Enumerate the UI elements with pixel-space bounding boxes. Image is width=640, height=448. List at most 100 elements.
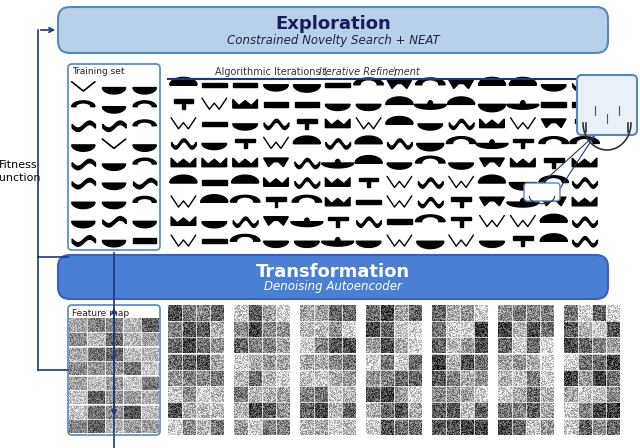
Polygon shape [102, 183, 125, 190]
FancyBboxPatch shape [68, 305, 160, 435]
Polygon shape [479, 119, 504, 128]
Polygon shape [173, 99, 193, 103]
Polygon shape [356, 241, 381, 247]
Polygon shape [170, 175, 197, 182]
Polygon shape [417, 241, 444, 249]
Polygon shape [336, 220, 339, 227]
Polygon shape [72, 145, 95, 151]
Polygon shape [293, 85, 321, 92]
Text: Feature map: Feature map [72, 309, 129, 318]
Polygon shape [133, 145, 156, 151]
Polygon shape [264, 102, 289, 107]
FancyBboxPatch shape [68, 64, 160, 250]
Polygon shape [540, 234, 567, 241]
Polygon shape [513, 138, 532, 142]
Polygon shape [133, 221, 156, 228]
Polygon shape [102, 164, 125, 170]
Polygon shape [202, 158, 227, 167]
Polygon shape [133, 87, 156, 94]
Polygon shape [335, 159, 340, 167]
Polygon shape [201, 195, 228, 202]
Polygon shape [72, 101, 95, 107]
Polygon shape [415, 78, 445, 85]
Polygon shape [133, 196, 156, 202]
Polygon shape [264, 177, 289, 186]
Polygon shape [291, 222, 323, 227]
Text: Exploration: Exploration [275, 16, 391, 34]
Polygon shape [275, 201, 278, 207]
Polygon shape [294, 102, 319, 107]
Polygon shape [133, 238, 156, 243]
Polygon shape [72, 221, 95, 228]
Polygon shape [387, 220, 412, 224]
Polygon shape [415, 215, 445, 222]
Polygon shape [522, 142, 524, 148]
Polygon shape [449, 163, 474, 169]
Polygon shape [297, 119, 317, 123]
Text: Denoising Autoencoder: Denoising Autoencoder [264, 280, 402, 293]
Polygon shape [292, 195, 322, 202]
Polygon shape [541, 119, 566, 128]
FancyBboxPatch shape [58, 255, 608, 299]
Polygon shape [476, 143, 508, 148]
Polygon shape [356, 104, 381, 111]
Polygon shape [102, 241, 125, 247]
Polygon shape [182, 103, 185, 109]
Polygon shape [230, 195, 260, 202]
FancyBboxPatch shape [58, 7, 608, 53]
Polygon shape [572, 197, 597, 206]
Polygon shape [202, 122, 227, 126]
Text: Function: Function [0, 173, 42, 183]
Polygon shape [572, 102, 597, 107]
Polygon shape [325, 119, 350, 128]
Text: ): ) [392, 67, 396, 77]
Polygon shape [102, 202, 125, 209]
Polygon shape [490, 140, 495, 147]
Text: Constrained Novelty Search + NEAT: Constrained Novelty Search + NEAT [227, 34, 439, 47]
Polygon shape [202, 82, 227, 87]
Polygon shape [479, 175, 506, 182]
Polygon shape [539, 176, 568, 182]
Polygon shape [541, 197, 566, 206]
Polygon shape [570, 137, 600, 143]
Polygon shape [354, 78, 383, 85]
Polygon shape [171, 158, 196, 167]
Polygon shape [133, 101, 156, 107]
Polygon shape [415, 156, 445, 163]
Text: Transformation: Transformation [256, 263, 410, 281]
Polygon shape [244, 142, 246, 148]
Polygon shape [305, 123, 308, 129]
Polygon shape [133, 158, 156, 164]
Polygon shape [449, 80, 474, 89]
Polygon shape [305, 218, 309, 225]
Polygon shape [133, 120, 156, 126]
Polygon shape [451, 217, 471, 220]
Polygon shape [233, 158, 257, 167]
Polygon shape [236, 138, 255, 142]
Polygon shape [513, 236, 532, 240]
Polygon shape [102, 87, 125, 94]
Polygon shape [328, 217, 348, 220]
Polygon shape [522, 240, 524, 246]
Polygon shape [202, 143, 227, 150]
Polygon shape [233, 82, 257, 87]
Polygon shape [387, 80, 412, 89]
Polygon shape [232, 175, 259, 182]
Polygon shape [325, 177, 350, 186]
Polygon shape [460, 201, 463, 207]
Polygon shape [170, 78, 197, 85]
Polygon shape [479, 158, 504, 167]
Polygon shape [552, 162, 555, 168]
Polygon shape [539, 137, 568, 143]
Polygon shape [386, 97, 413, 104]
Polygon shape [293, 136, 321, 143]
Text: Fitness: Fitness [0, 160, 37, 170]
Polygon shape [233, 124, 257, 130]
Polygon shape [520, 101, 525, 108]
Polygon shape [511, 158, 535, 167]
Polygon shape [325, 104, 350, 111]
Polygon shape [264, 85, 289, 91]
Polygon shape [171, 217, 196, 225]
Polygon shape [355, 136, 382, 143]
Polygon shape [572, 158, 597, 167]
